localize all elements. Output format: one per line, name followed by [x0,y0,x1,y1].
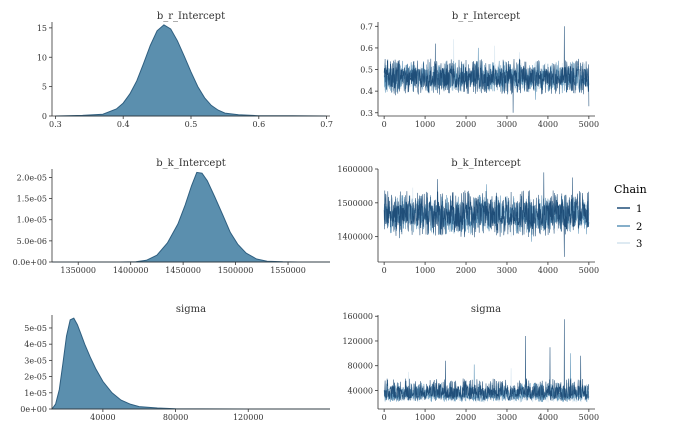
legend-title: Chain [614,183,647,196]
density-b_r-ytick-label: 0 [42,112,47,121]
density-b_k-xtick-label: 1450000 [165,266,201,275]
trace-b_r-chain-1 [383,26,590,113]
legend-label-2: 2 [636,222,642,233]
density-b_r-ytick-label: 5 [42,83,47,92]
density-sigma-ytick-label: 3e-05 [24,356,47,365]
density-b_k-ytick-label: 0.0e+00 [13,258,47,267]
density-b_k-ytick-label: 2.0e-05 [17,173,47,182]
trace-b_r-ytick-label: 0.6 [360,44,373,53]
density-b_k-xtick-label: 1550000 [270,266,306,275]
legend-label-1: 1 [636,204,642,215]
density-b_r-xtick-label: 0.4 [117,120,130,129]
trace-sigma-ytick-label: 120000 [342,337,373,346]
density-b_k-xtick-label: 1500000 [218,266,254,275]
trace-b_k-xtick-label: 3000 [497,266,517,275]
density-sigma-ytick-label: 0e+00 [20,405,47,414]
trace-sigma-xtick-label: 0 [382,413,387,422]
trace-b_r-ytick-label: 0.3 [360,109,373,118]
trace-b_r-title: b_r_Intercept [452,11,520,22]
trace-sigma-ytick-label: 160000 [342,312,373,321]
density-b_k-ytick-label: 1.5e-05 [17,195,47,204]
density-b_r-density-area [55,24,327,117]
trace-sigma-ytick-label: 80000 [348,362,373,371]
trace-b_k-title: b_k_Intercept [451,158,521,169]
density-b_k-ytick-label: 5.0e-06 [17,237,47,246]
density-b_k-density-area [52,171,330,263]
trace-b_k-panel: b_k_Intercept 0 1000 2000 3000 4000 5000 140000… [337,158,599,275]
density-b_r-xtick-label: 0.5 [185,120,198,129]
density-sigma-ytick-label: 2e-05 [24,373,47,382]
density-b_r-ytick-label: 10 [37,53,47,62]
density-b_k-ytick-label: 1.0e-05 [17,216,47,225]
trace-sigma-xtick-label: 4000 [538,413,558,422]
trace-b_k-chain-2 [383,184,590,242]
trace-sigma-xtick-label: 3000 [497,413,517,422]
density-b_r-xtick-label: 0.6 [252,120,265,129]
trace-b_k-ytick-label: 1500000 [337,199,373,208]
trace-b_r-xtick-label: 1000 [415,120,435,129]
density-b_k-xtick-label: 1400000 [113,266,149,275]
trace-b_r-xtick-label: 4000 [538,120,558,129]
density-b_r-ytick-label: 15 [37,24,47,33]
trace-sigma-ytick-label: 40000 [348,386,373,395]
trace-b_r-xtick-label: 5000 [579,120,599,129]
trace-sigma-title: sigma [471,304,501,315]
trace-b_r-ytick-label: 0.7 [360,22,373,31]
density-b_k-xtick-label: 1350000 [60,266,96,275]
density-sigma-density-area [51,317,330,410]
density-b_r-panel: b_r_Intercept 0.3 0.4 0.5 0.6 0.7 0 5 10 15 [37,11,333,129]
trace-b_r-ytick-label: 0.4 [360,87,373,96]
density-b_r-xtick-label: 0.3 [49,120,62,129]
trace-b_k-ytick-label: 1400000 [337,233,373,242]
trace-b_r-xtick-label: 2000 [456,120,476,129]
density-b_r-title: b_r_Intercept [157,11,225,22]
density-sigma-xtick-label: 80000 [163,413,188,422]
density-sigma-panel: sigma 40000 80000 120000 0e+00 1e-05 2e-05 3e-0… [20,304,330,422]
trace-b_k-xtick-label: 0 [382,266,387,275]
legend: Chain 1 2 3 [614,183,647,250]
trace-b_k-xtick-label: 5000 [579,266,599,275]
trace-b_r-xtick-label: 0 [382,120,387,129]
density-sigma-ytick-label: 4e-05 [24,340,47,349]
density-b_r-xtick-label: 0.7 [320,120,333,129]
trace-b_k-xtick-label: 4000 [538,266,558,275]
trace-b_k-xtick-label: 1000 [415,266,435,275]
trace-b_r-xtick-label: 3000 [497,120,517,129]
trace-b_k-ytick-label: 1600000 [337,165,373,174]
trace-sigma-xtick-label: 5000 [579,413,599,422]
legend-label-3: 3 [636,239,642,250]
density-sigma-ytick-label: 5e-05 [24,324,47,333]
trace-sigma-panel: sigma 0 1000 2000 3000 4000 5000 40000 80000 1200… [342,304,599,422]
density-sigma-xtick-label: 120000 [233,413,264,422]
trace-sigma-chain-1 [383,319,589,402]
density-b_k-title: b_k_Intercept [156,158,226,169]
density-b_k-panel: b_k_Intercept 1350000 1400000 1450000 150000… [13,158,330,275]
density-sigma-xtick-label: 40000 [90,413,115,422]
trace-b_r-ytick-label: 0.5 [360,66,373,75]
trace-b_k-xtick-label: 2000 [456,266,476,275]
trace-sigma-chain-3 [383,368,590,403]
trace-b_r-panel: b_r_Intercept 0 1000 2000 3000 4000 5000 0.3 0.4… [360,11,599,129]
density-sigma-ytick-label: 1e-05 [24,389,47,398]
trace-sigma-xtick-label: 1000 [415,413,435,422]
trace-b_k-chain-1 [383,172,590,257]
density-sigma-title: sigma [176,304,206,315]
trace-sigma-xtick-label: 2000 [456,413,476,422]
